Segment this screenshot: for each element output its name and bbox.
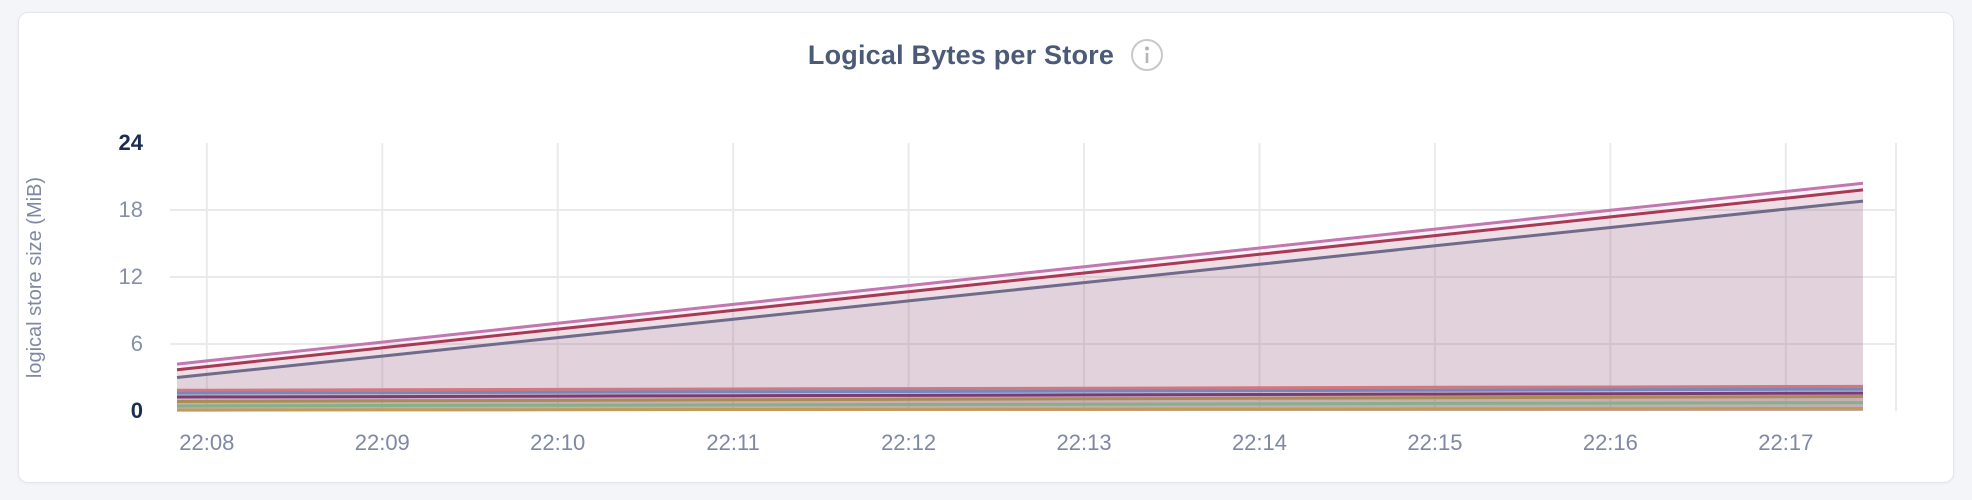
- info-circle-icon[interactable]: [1130, 38, 1164, 72]
- y-tick-label: 0: [130, 398, 143, 423]
- x-tick-label: 22:17: [1758, 430, 1814, 455]
- series-line: [176, 181, 1864, 366]
- y-tick-label: 6: [130, 331, 143, 356]
- chart-title: Logical Bytes per Store: [807, 39, 1115, 70]
- series-area: [177, 201, 1863, 411]
- series-area: [177, 183, 1863, 411]
- x-tick-label: 22:12: [881, 430, 937, 455]
- x-tick-label: 22:09: [354, 430, 410, 455]
- series-line: [176, 188, 1864, 372]
- x-tick-label: 22:16: [1582, 430, 1638, 455]
- series-line: [176, 387, 1864, 395]
- x-tick-label: 22:10: [530, 430, 586, 455]
- series-line: [176, 401, 1864, 408]
- x-tick-label: 22:14: [1231, 430, 1287, 455]
- y-tick-label: 18: [118, 197, 143, 222]
- x-tick-label: 22:13: [1056, 430, 1112, 455]
- y-tick-label: 24: [118, 130, 143, 155]
- y-tick-label: 12: [118, 264, 143, 289]
- x-tick-label: 22:11: [706, 430, 760, 455]
- series-line: [177, 407, 1863, 412]
- x-tick-label: 22:08: [179, 430, 235, 455]
- chart-header: Logical Bytes per Store: [0, 38, 1972, 72]
- series-line: [176, 395, 1864, 403]
- series-line: [176, 384, 1864, 392]
- series-line: [176, 391, 1864, 399]
- x-tick-label: 22:15: [1407, 430, 1463, 455]
- series-line: [176, 199, 1864, 379]
